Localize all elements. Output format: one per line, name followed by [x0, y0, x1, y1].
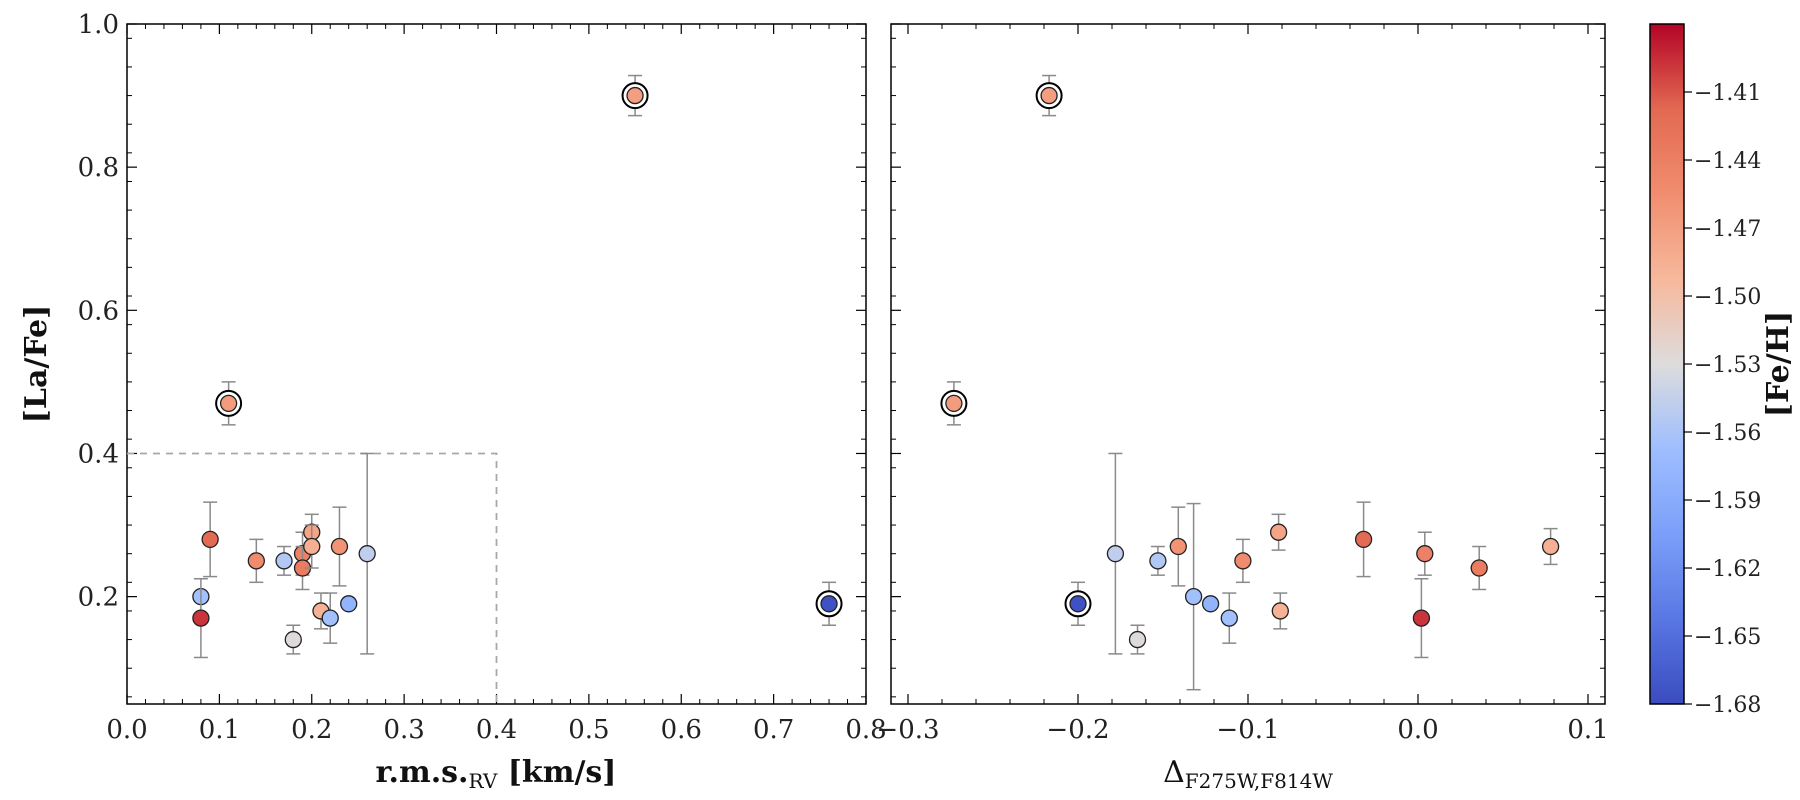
right-plot-frame	[890, 23, 1606, 705]
x-tick-label: 0.1	[1567, 715, 1608, 745]
colorbar-tick-label: −1.41	[1694, 81, 1761, 106]
data-point	[321, 609, 339, 627]
right-axes: −0.3 −0.2 −0.1 0.0 0.1	[876, 23, 1609, 745]
data-point	[1234, 552, 1252, 570]
left-panel: 0.2 0.4 0.6 0.8 1.0 0.0 0.1 0.2 0.3 0.4 0.5 0.6 0.7 0…	[78, 10, 887, 745]
left-axes: 0.2 0.4 0.6 0.8 1.0 0.0 0.1 0.2 0.3 0.4 0.5 0.6 0.7 0…	[78, 10, 887, 745]
x-tick-label: 0.4	[476, 715, 517, 745]
colorbar-tick-label: −1.59	[1694, 489, 1761, 514]
colorbar-tick-label: −1.56	[1694, 421, 1761, 446]
selection-box	[127, 452, 498, 704]
y-tick-label: 0.8	[78, 153, 119, 183]
data-point	[626, 86, 644, 105]
colorbar-tick-label: −1.47	[1694, 217, 1761, 242]
data-point	[192, 609, 210, 627]
y-tick-label: 0.4	[78, 439, 119, 469]
colorbar-tick-label: −1.50	[1694, 285, 1761, 310]
left-scatter	[192, 74, 843, 659]
right-panel: −0.3 −0.2 −0.1 0.0 0.1	[876, 23, 1609, 745]
colorbar-gradient	[1649, 23, 1685, 705]
x-tick-label: 0.7	[753, 715, 794, 745]
colorbar-tick-label: −1.62	[1694, 557, 1761, 582]
x-tick-label: −0.3	[876, 715, 939, 745]
x-tick-label: 0.0	[106, 715, 147, 745]
colorbar-tick-label: −1.53	[1694, 353, 1761, 378]
x-tick-label: −0.2	[1046, 715, 1109, 745]
right-x-axis-label: ΔF275W,F814W	[1163, 755, 1333, 793]
data-point	[303, 537, 321, 556]
y-axis-label: [La/Fe]	[19, 305, 54, 424]
x-tick-label: 0.2	[291, 715, 332, 745]
data-point	[1416, 545, 1434, 563]
data-point	[1128, 630, 1147, 649]
data-point	[247, 552, 265, 570]
data-point	[1541, 537, 1560, 556]
x-tick-label: 0.1	[199, 715, 240, 745]
data-point	[1412, 609, 1431, 627]
y-tick-label: 1.0	[78, 10, 119, 40]
x-tick-label: 0.8	[845, 715, 886, 745]
data-point	[1149, 552, 1167, 570]
colorbar-tick-label: −1.44	[1694, 149, 1761, 174]
left-x-axis-label: r.m.s.RV [km/s]	[375, 755, 616, 793]
right-scatter	[940, 74, 1560, 691]
data-point	[1354, 530, 1373, 549]
data-point	[330, 537, 349, 556]
y-tick-label: 0.6	[78, 296, 119, 326]
data-point	[945, 394, 963, 413]
data-point	[820, 595, 838, 613]
data-point	[1184, 587, 1203, 606]
data-point	[1169, 537, 1187, 556]
data-point	[219, 394, 238, 413]
data-point	[1069, 595, 1087, 613]
colorbar-tick-label: −1.65	[1694, 625, 1761, 650]
data-point	[1106, 545, 1125, 563]
x-tick-label: 0.6	[661, 715, 702, 745]
left-plot-frame	[126, 23, 867, 705]
colorbar-tick-label: −1.68	[1694, 693, 1761, 718]
data-point	[275, 552, 293, 570]
x-tick-label: 0.0	[1397, 715, 1438, 745]
data-point	[1201, 595, 1220, 613]
colorbar-label: [Fe/H]	[1761, 311, 1796, 417]
y-tick-label: 0.2	[78, 583, 119, 613]
data-point	[358, 545, 376, 563]
x-tick-label: −0.1	[1216, 715, 1279, 745]
data-point	[1470, 559, 1488, 577]
x-tick-label: 0.3	[383, 715, 424, 745]
colorbar: −1.41 −1.44 −1.47 −1.50 −1.53 −1.56 −1.59 −1.62…	[1649, 23, 1796, 718]
data-point	[340, 595, 358, 613]
colorbar-ticks: −1.41 −1.44 −1.47 −1.50 −1.53 −1.56 −1.59 −1.62…	[1684, 81, 1761, 718]
data-point	[201, 530, 219, 549]
data-point	[1040, 86, 1058, 105]
data-point	[1220, 609, 1238, 627]
data-point	[1271, 602, 1289, 620]
data-point	[284, 630, 302, 649]
x-tick-label: 0.5	[568, 715, 609, 745]
data-point	[1269, 523, 1288, 541]
